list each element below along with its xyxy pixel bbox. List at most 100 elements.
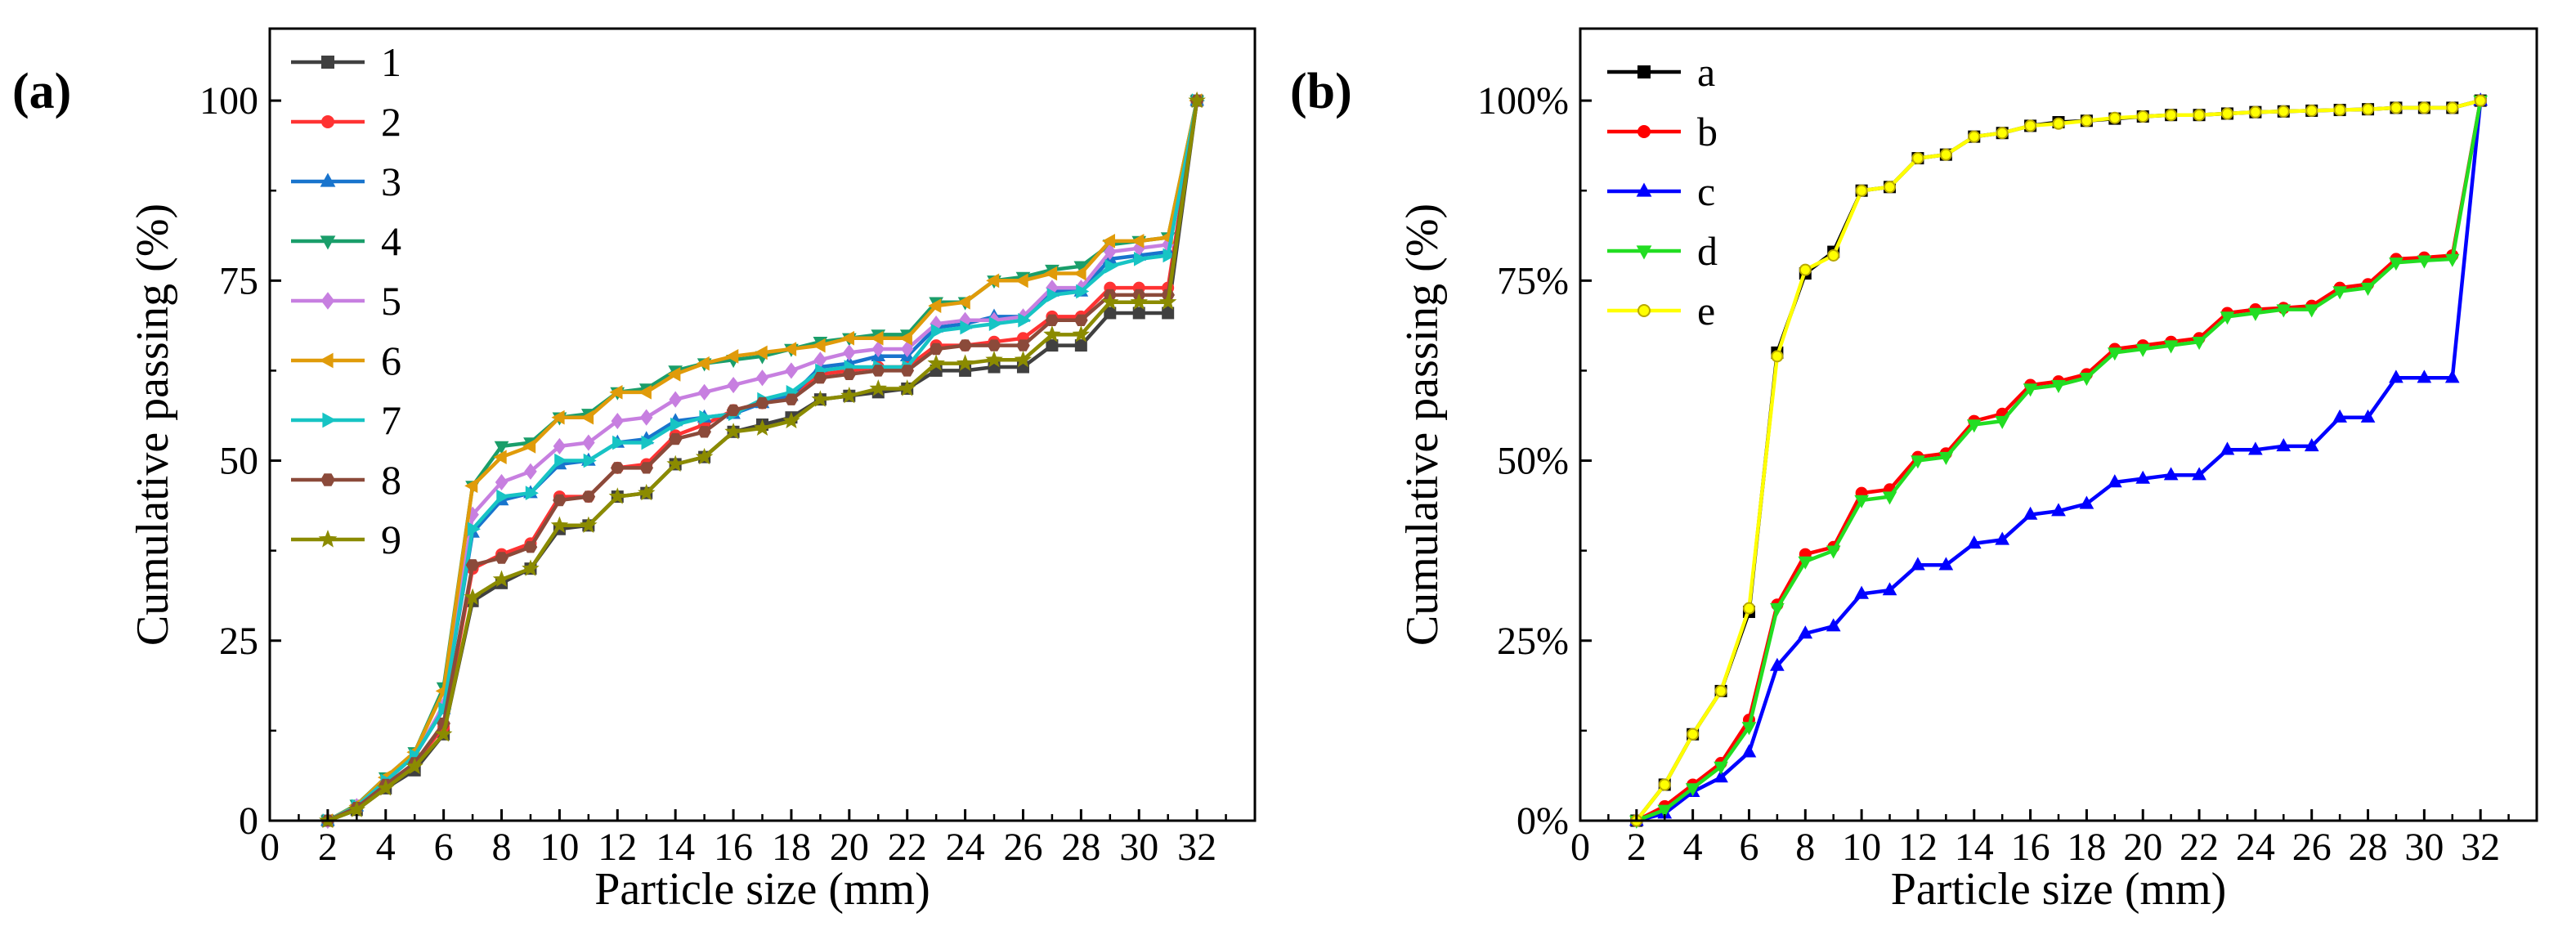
data-point bbox=[1996, 127, 2009, 140]
data-point bbox=[2276, 304, 2292, 318]
plot-area bbox=[1629, 92, 2488, 829]
legend-label: 9 bbox=[381, 517, 401, 562]
data-point bbox=[783, 342, 797, 356]
data-point bbox=[870, 330, 884, 346]
y-tick-label: 75% bbox=[1497, 259, 1569, 302]
data-point bbox=[1911, 152, 1924, 165]
data-point bbox=[1826, 545, 1841, 559]
data-point bbox=[2444, 253, 2460, 267]
x-tick-label: 32 bbox=[1177, 826, 1216, 869]
data-point bbox=[523, 541, 538, 553]
data-point bbox=[1044, 266, 1058, 281]
data-point bbox=[550, 516, 569, 534]
legend-label: 1 bbox=[381, 39, 401, 85]
data-point bbox=[784, 393, 799, 405]
panel-label: (b) bbox=[1290, 64, 1352, 119]
data-point bbox=[465, 559, 480, 571]
legend-marker bbox=[1637, 304, 1651, 317]
data-point bbox=[1101, 234, 1115, 248]
data-point bbox=[1968, 130, 1981, 143]
data-point bbox=[840, 330, 854, 346]
legend-item-d: d bbox=[1607, 228, 1718, 274]
data-point bbox=[987, 339, 1001, 351]
data-point bbox=[1741, 722, 1757, 736]
data-point bbox=[696, 356, 710, 371]
data-point bbox=[2332, 409, 2347, 423]
panel-label: (a) bbox=[12, 64, 71, 119]
data-point bbox=[610, 462, 625, 474]
legend-item-6: 6 bbox=[291, 338, 401, 383]
data-point bbox=[697, 426, 711, 438]
data-point bbox=[1995, 415, 2009, 429]
legend-marker bbox=[320, 292, 335, 310]
x-tick-label: 24 bbox=[2236, 826, 2275, 869]
data-point bbox=[580, 516, 598, 534]
data-point bbox=[1101, 293, 1119, 310]
data-point bbox=[1714, 684, 1727, 697]
data-point bbox=[583, 453, 597, 468]
data-point bbox=[638, 483, 656, 501]
y-axis: 0 25 50 75 100 bbox=[199, 79, 281, 843]
data-point bbox=[639, 462, 654, 474]
data-point bbox=[1104, 243, 1117, 261]
data-point bbox=[1018, 312, 1032, 328]
data-point bbox=[611, 412, 625, 430]
data-point bbox=[2333, 104, 2346, 117]
legend: 1 2 3 4 5 6 7 8 9 bbox=[291, 39, 401, 562]
data-point bbox=[522, 439, 536, 454]
data-point bbox=[782, 411, 800, 429]
legend-marker bbox=[1637, 65, 1651, 78]
data-point bbox=[898, 330, 912, 346]
legend-label: c bbox=[1697, 168, 1715, 214]
data-point bbox=[2446, 101, 2459, 114]
data-point bbox=[1854, 495, 1869, 508]
legend-marker bbox=[321, 115, 334, 128]
data-point bbox=[1938, 557, 1954, 571]
data-point bbox=[2108, 111, 2121, 124]
data-point bbox=[699, 410, 713, 425]
data-point bbox=[1770, 657, 1785, 671]
data-point bbox=[1770, 602, 1785, 616]
data-point bbox=[1072, 325, 1091, 342]
data-point bbox=[988, 316, 1002, 331]
data-point bbox=[1742, 602, 1755, 615]
data-point bbox=[930, 324, 944, 338]
data-point bbox=[1134, 252, 1148, 266]
data-point bbox=[467, 522, 481, 537]
data-point bbox=[1714, 769, 1728, 783]
data-point bbox=[2444, 369, 2460, 383]
x-tick-label: 0 bbox=[260, 826, 280, 869]
x-tick-label: 8 bbox=[1795, 826, 1815, 869]
legend-label: 7 bbox=[381, 397, 401, 443]
data-point bbox=[2248, 307, 2263, 321]
data-point bbox=[464, 478, 478, 494]
data-point bbox=[1046, 288, 1060, 302]
legend-item-5: 5 bbox=[291, 278, 401, 324]
data-point bbox=[1163, 248, 1176, 263]
data-point bbox=[1076, 284, 1090, 299]
series-e bbox=[1630, 94, 2487, 827]
data-point bbox=[1966, 535, 1982, 549]
data-point bbox=[2220, 311, 2235, 325]
x-tick-label: 0 bbox=[1570, 826, 1590, 869]
data-point bbox=[405, 757, 423, 775]
data-point bbox=[842, 368, 857, 380]
data-point bbox=[986, 273, 1000, 289]
data-point bbox=[843, 344, 856, 361]
data-point bbox=[668, 432, 683, 445]
data-point bbox=[900, 365, 915, 377]
data-point bbox=[580, 410, 594, 425]
data-point bbox=[609, 385, 623, 400]
data-point bbox=[1714, 761, 1728, 775]
data-point bbox=[1158, 293, 1177, 310]
y-tick-label: 0 bbox=[239, 799, 258, 843]
data-point bbox=[2390, 101, 2403, 114]
data-point bbox=[1995, 531, 2009, 545]
data-point bbox=[581, 490, 596, 503]
x-tick-label: 28 bbox=[1061, 826, 1100, 869]
data-point bbox=[1826, 618, 1841, 632]
data-point bbox=[2304, 304, 2319, 318]
data-point bbox=[2474, 94, 2487, 107]
